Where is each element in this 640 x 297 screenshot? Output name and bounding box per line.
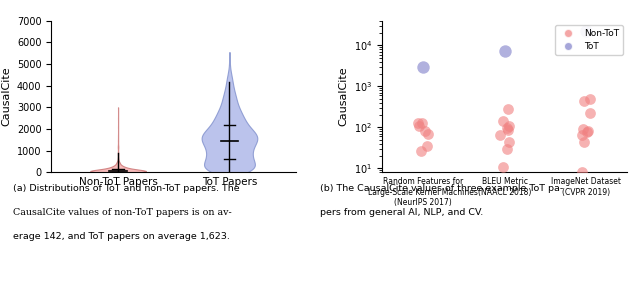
Point <box>417 121 428 126</box>
Point <box>415 148 426 153</box>
Point <box>577 170 587 175</box>
Point <box>498 164 508 169</box>
Text: pers from general AI, NLP, and CV.: pers from general AI, NLP, and CV. <box>320 208 483 217</box>
Point <box>497 119 508 123</box>
Point <box>500 48 510 53</box>
Point <box>585 110 595 115</box>
Point <box>579 99 589 104</box>
Point <box>581 29 591 34</box>
Point <box>577 127 588 132</box>
Text: (b) The CausalCite values of three example ToT pa-: (b) The CausalCite values of three examp… <box>320 184 563 193</box>
Point <box>582 130 592 135</box>
Legend: Non-ToT, ToT: Non-ToT, ToT <box>555 25 623 55</box>
Point <box>579 139 589 144</box>
Y-axis label: CausalCite: CausalCite <box>339 67 348 126</box>
Point <box>502 146 512 151</box>
Point <box>504 124 514 129</box>
Point <box>495 133 505 138</box>
Y-axis label: CausalCite: CausalCite <box>1 67 12 126</box>
Text: erage 142, and ToT papers on average 1,623.: erage 142, and ToT papers on average 1,6… <box>13 232 230 241</box>
Text: (a) Distributions of ToT and non-ToT papers. The: (a) Distributions of ToT and non-ToT pap… <box>13 184 239 193</box>
Point <box>502 126 512 131</box>
Text: CausalCite values of non-ToT papers is on av-: CausalCite values of non-ToT papers is o… <box>13 208 232 217</box>
Point <box>420 129 431 134</box>
Point <box>577 133 588 138</box>
Point <box>414 123 424 128</box>
Point <box>422 144 432 148</box>
Point <box>418 64 428 69</box>
Point <box>503 107 513 111</box>
Point <box>584 96 595 101</box>
Point <box>502 128 513 132</box>
Point <box>413 120 424 125</box>
Point <box>583 129 593 134</box>
Point <box>504 139 515 144</box>
Point <box>422 131 433 136</box>
